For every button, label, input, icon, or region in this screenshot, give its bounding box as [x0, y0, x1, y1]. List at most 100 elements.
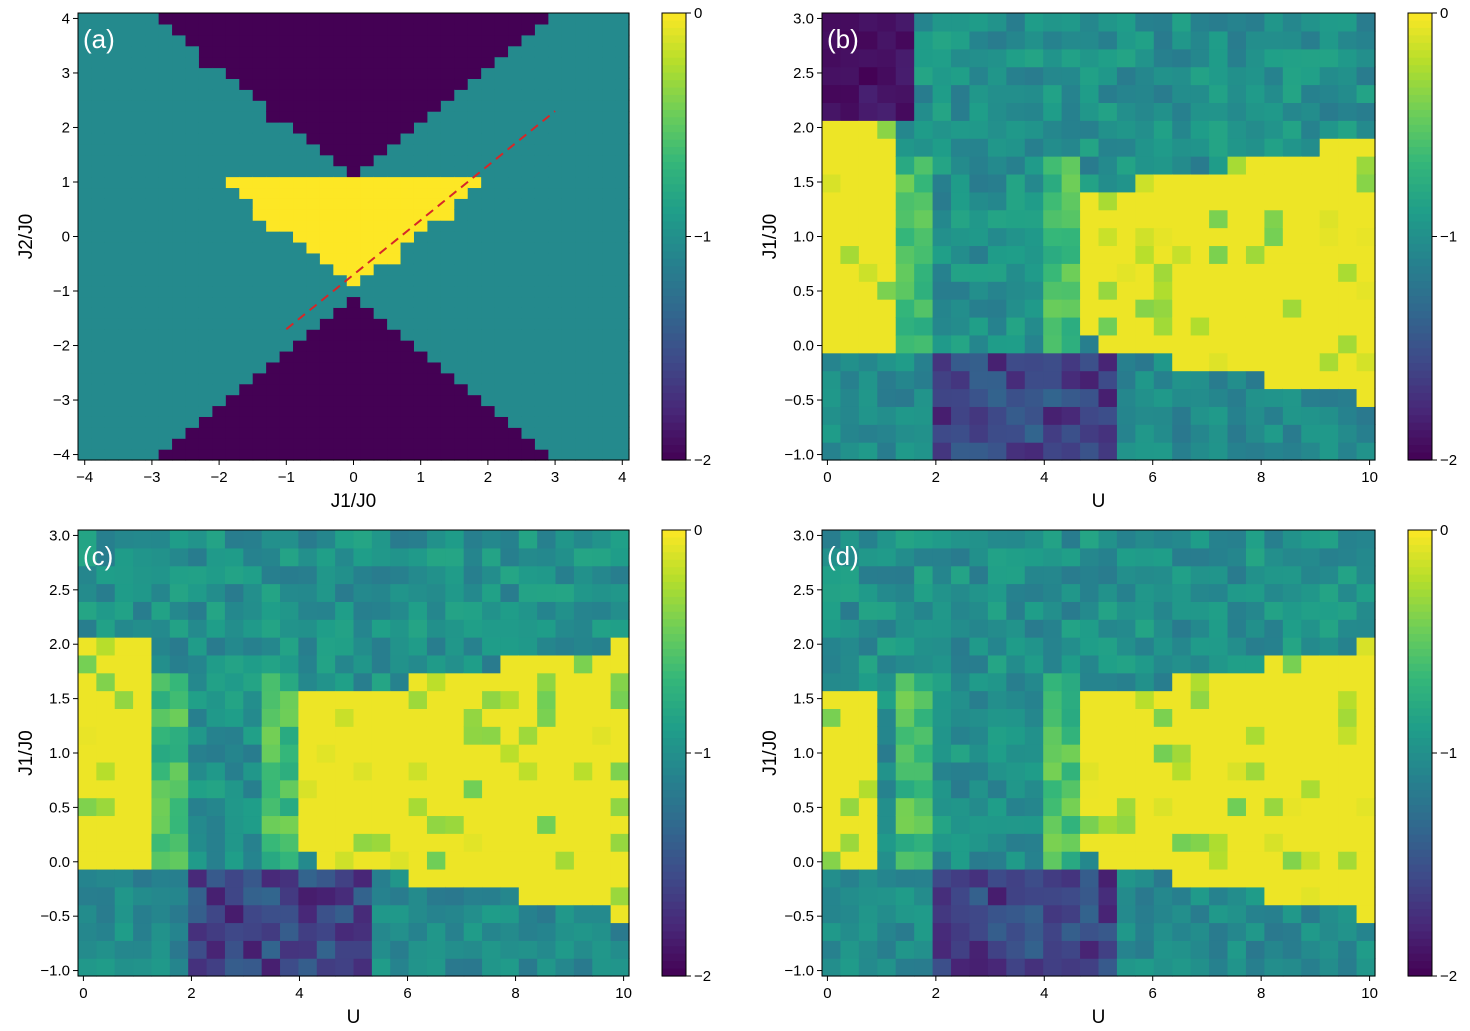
heatmap-cell — [360, 350, 375, 363]
heatmap-cell — [548, 241, 563, 254]
heatmap-cell — [1209, 744, 1229, 763]
heatmap-cell — [206, 690, 226, 709]
heatmap-cell — [104, 394, 119, 407]
heatmap-cell — [206, 530, 226, 549]
heatmap-cell — [252, 372, 267, 385]
heatmap-cell — [969, 708, 989, 727]
heatmap-cell — [91, 89, 106, 101]
heatmap-cell — [508, 78, 523, 90]
heatmap-cell — [463, 530, 483, 549]
heatmap-cell — [1024, 565, 1044, 585]
heatmap-cell — [592, 868, 612, 888]
heatmap-cell — [243, 565, 263, 585]
heatmap-cell — [306, 231, 321, 243]
heatmap-cell — [408, 547, 428, 567]
colorbar-segment — [1408, 27, 1432, 36]
heatmap-cell — [145, 285, 160, 298]
colorbar-segment — [1408, 671, 1432, 680]
heatmap-cell — [427, 383, 442, 396]
heatmap-cell — [1356, 672, 1376, 692]
heatmap-cell — [534, 427, 549, 439]
heatmap-cell — [212, 209, 227, 221]
heatmap-cell — [858, 690, 878, 709]
heatmap-cell — [118, 56, 133, 69]
heatmap-cell — [521, 100, 536, 112]
heatmap-cell — [481, 416, 496, 428]
heatmap-cell — [1264, 958, 1284, 977]
heatmap-cell — [114, 833, 134, 852]
heatmap-cell — [482, 530, 502, 549]
heatmap-cell — [172, 231, 187, 243]
heatmap-cell — [172, 318, 187, 330]
heatmap-cell — [400, 100, 415, 112]
heatmap-cell — [413, 438, 429, 450]
heatmap-cell — [239, 241, 254, 254]
heatmap-cell — [387, 220, 402, 232]
heatmap-cell — [293, 176, 308, 189]
heatmap-cell — [212, 318, 227, 330]
heatmap-cell — [588, 340, 603, 352]
heatmap-cell — [534, 252, 549, 265]
heatmap-cell — [212, 111, 227, 123]
heatmap-cell — [1043, 245, 1063, 264]
heatmap-cell — [895, 833, 915, 852]
heatmap-cell — [1301, 227, 1321, 247]
heatmap-cell — [573, 583, 593, 602]
heatmap-cell — [78, 56, 93, 69]
heatmap-cell — [575, 427, 590, 439]
heatmap-cell — [1227, 815, 1247, 834]
heatmap-cell — [895, 370, 915, 390]
heatmap-cell — [188, 958, 208, 977]
colorbar-segment — [1408, 109, 1432, 118]
heatmap-cell — [1319, 370, 1339, 390]
heatmap-cell — [224, 922, 244, 941]
heatmap-cell — [78, 744, 97, 763]
heatmap-cell — [1245, 815, 1265, 834]
colorbar-segment — [662, 849, 686, 858]
heatmap-cell — [463, 654, 483, 674]
heatmap-cell — [1209, 726, 1229, 745]
heatmap-cell — [1338, 815, 1358, 834]
heatmap-cell — [1227, 940, 1247, 959]
heatmap-cell — [279, 165, 294, 178]
heatmap-cell — [145, 132, 160, 145]
heatmap-cell — [1209, 637, 1229, 656]
heatmap-cell — [1006, 406, 1026, 425]
heatmap-cell — [822, 388, 842, 407]
heatmap-cell — [158, 231, 173, 243]
heatmap-cell — [858, 30, 878, 50]
heatmap-cell — [198, 132, 213, 145]
heatmap-cell — [1264, 352, 1284, 372]
colorbar-segment — [1408, 325, 1432, 334]
heatmap-cell — [877, 708, 897, 727]
heatmap-cell — [914, 726, 934, 745]
heatmap-cell — [427, 209, 442, 221]
heatmap-cell — [306, 198, 321, 210]
heatmap-cells — [78, 13, 630, 461]
heatmap-cell — [266, 187, 281, 199]
heatmap-cell — [615, 143, 630, 156]
heatmap-cell — [145, 23, 160, 36]
heatmap-cell — [346, 111, 361, 123]
heatmap-cell — [1006, 654, 1026, 674]
heatmap-cell — [508, 394, 523, 407]
heatmap-cell — [151, 761, 171, 781]
heatmap-cell — [280, 833, 299, 852]
heatmap-cell — [1190, 102, 1210, 121]
heatmap-cell — [266, 78, 281, 90]
heatmap-cell — [500, 904, 520, 924]
colorbar-segment — [1408, 834, 1432, 843]
heatmap-cell — [548, 122, 563, 134]
heatmap-cell — [895, 922, 915, 941]
heatmap-cell — [279, 100, 294, 112]
heatmap-cell — [615, 67, 630, 80]
colorbar-segment — [1408, 953, 1432, 962]
heatmap-cell — [96, 904, 116, 924]
heatmap-cell — [1153, 191, 1173, 211]
heatmap-cell — [481, 372, 496, 385]
heatmap-cell — [387, 241, 402, 254]
heatmap-cell — [822, 370, 842, 390]
heatmap-cell — [306, 45, 321, 58]
heatmap-cell — [518, 958, 538, 977]
heatmap-cell — [1061, 263, 1081, 282]
